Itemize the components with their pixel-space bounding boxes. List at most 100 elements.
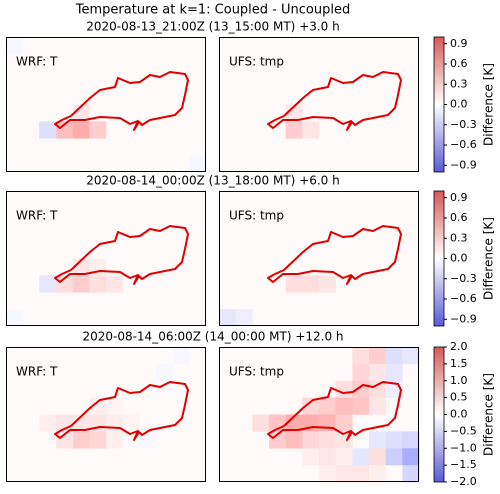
heatmap-cell — [89, 431, 107, 449]
heatmap-cell — [39, 121, 57, 139]
row-subtitle: 2020-08-13_21:00Z (13_15:00 MT) +3.0 h — [86, 20, 339, 34]
panel-background — [6, 37, 206, 172]
heatmap-cell — [319, 275, 336, 293]
heatmap-cell — [189, 155, 207, 173]
heatmap-cell — [56, 121, 73, 139]
heatmap-cell — [319, 431, 336, 449]
heatmap-cell — [319, 465, 336, 483]
colorbar-label: Difference [K] — [482, 373, 496, 456]
heatmap-cell — [402, 465, 420, 483]
colorbar-tick-label: −0.9 — [450, 312, 477, 325]
panel-frame — [219, 347, 419, 482]
colorbar-tick-label: 0.9 — [450, 191, 468, 204]
panel-label: UFS: tmp — [229, 365, 284, 379]
heatmap-cell — [302, 397, 320, 415]
row-subtitle: 2020-08-14_06:00Z (14_00:00 MT) +12.0 h — [82, 330, 343, 344]
row-subtitle: 2020-08-14_00:00Z (13_18:00 MT) +6.0 h — [86, 174, 339, 188]
heatmap-cell — [56, 431, 73, 449]
colorbar-label: Difference [K] — [482, 63, 496, 146]
heatmap-cell — [269, 431, 286, 449]
colorbar — [433, 36, 445, 173]
heatmap-cell — [369, 431, 386, 449]
heatmap-cell — [285, 104, 303, 122]
heatmap-cell — [369, 397, 386, 415]
colorbar-tick-label: −0.6 — [450, 138, 477, 151]
fire-perimeter — [54, 225, 189, 285]
panel-label: WRF: T — [16, 55, 58, 69]
heatmap-cell — [285, 414, 303, 432]
heatmap-cell — [369, 448, 386, 466]
panel-label: WRF: T — [16, 365, 58, 379]
panel: WRF: T — [6, 347, 206, 482]
heatmap-cell — [89, 121, 107, 139]
heatmap-cell — [319, 397, 336, 415]
heatmap-cell — [6, 37, 23, 55]
heatmap-cell — [56, 275, 73, 293]
panel: UFS: tmp — [219, 191, 419, 327]
heatmap-cell — [369, 363, 386, 382]
colorbar-tick-label: −0.6 — [450, 292, 477, 305]
heatmap-cell — [235, 309, 253, 327]
colorbar — [433, 346, 445, 483]
heatmap-cell — [39, 275, 57, 293]
heatmap-cell — [352, 347, 370, 365]
colorbar-tick-label: 0.3 — [450, 77, 468, 90]
heatmap-cell — [402, 347, 420, 365]
heatmap-cell — [106, 431, 123, 449]
heatmap-cell — [352, 363, 370, 382]
colorbar-tick-label: −1.5 — [450, 458, 477, 471]
heatmap-cell — [139, 431, 157, 449]
heatmap-cell — [302, 121, 320, 139]
heatmap-cell — [402, 431, 420, 449]
panel-frame — [219, 191, 419, 326]
heatmap-cell — [172, 347, 190, 365]
colorbar-tick-label: 0.9 — [450, 37, 468, 50]
heatmap-cell — [72, 258, 90, 276]
colorbar-tick-label: −0.5 — [450, 424, 477, 437]
heatmap-cell — [369, 347, 386, 365]
heatmap-cell — [335, 380, 353, 398]
panel-frame — [6, 347, 206, 482]
heatmap-cell — [6, 309, 23, 327]
panel-background — [219, 191, 419, 326]
fire-perimeter — [54, 71, 189, 131]
fire-perimeter — [54, 381, 189, 441]
colorbar-tick-label: −0.3 — [450, 118, 477, 131]
colorbar-tick-label: 0.6 — [450, 57, 468, 70]
panel-frame — [6, 191, 206, 326]
heatmap-cell — [352, 465, 370, 483]
colorbar-tick-label: −0.3 — [450, 272, 477, 285]
panel: WRF: T — [6, 37, 207, 173]
panel-frame — [6, 37, 206, 172]
heatmap-cell — [89, 275, 107, 293]
heatmap-cell — [285, 431, 303, 449]
colorbar-tick-label: 1.5 — [450, 357, 468, 370]
colorbar-tick-label: −2.0 — [450, 475, 477, 488]
heatmap-cell — [352, 397, 370, 415]
heatmap-cell — [369, 380, 386, 398]
panel-background — [219, 37, 419, 172]
heatmap-cell — [122, 414, 140, 432]
heatmap-cell — [302, 275, 320, 293]
heatmap-cell — [335, 414, 353, 432]
colorbar-tick-label: 0.3 — [450, 231, 468, 244]
heatmap-cell — [285, 275, 303, 293]
heatmap-cell — [156, 363, 173, 382]
fire-perimeter — [267, 71, 402, 131]
colorbar-tick-label: 1.0 — [450, 374, 468, 387]
heatmap-cell — [385, 347, 403, 365]
figure-title: Temperature at k=1: Coupled - Uncoupled — [75, 3, 350, 18]
heatmap-cell — [402, 448, 420, 466]
heatmap-cell — [352, 448, 370, 466]
colorbar-tick-label: −0.9 — [450, 158, 477, 171]
panel-label: UFS: tmp — [229, 209, 284, 223]
colorbar-label: Difference [K] — [482, 217, 496, 300]
heatmap-cell — [72, 431, 90, 449]
heatmap-cell — [335, 397, 353, 415]
heatmap-cell — [369, 465, 386, 483]
panel: UFS: tmp — [219, 347, 420, 483]
heatmap-cell — [319, 448, 336, 466]
panel-frame — [219, 37, 419, 172]
fire-perimeter — [267, 381, 402, 441]
